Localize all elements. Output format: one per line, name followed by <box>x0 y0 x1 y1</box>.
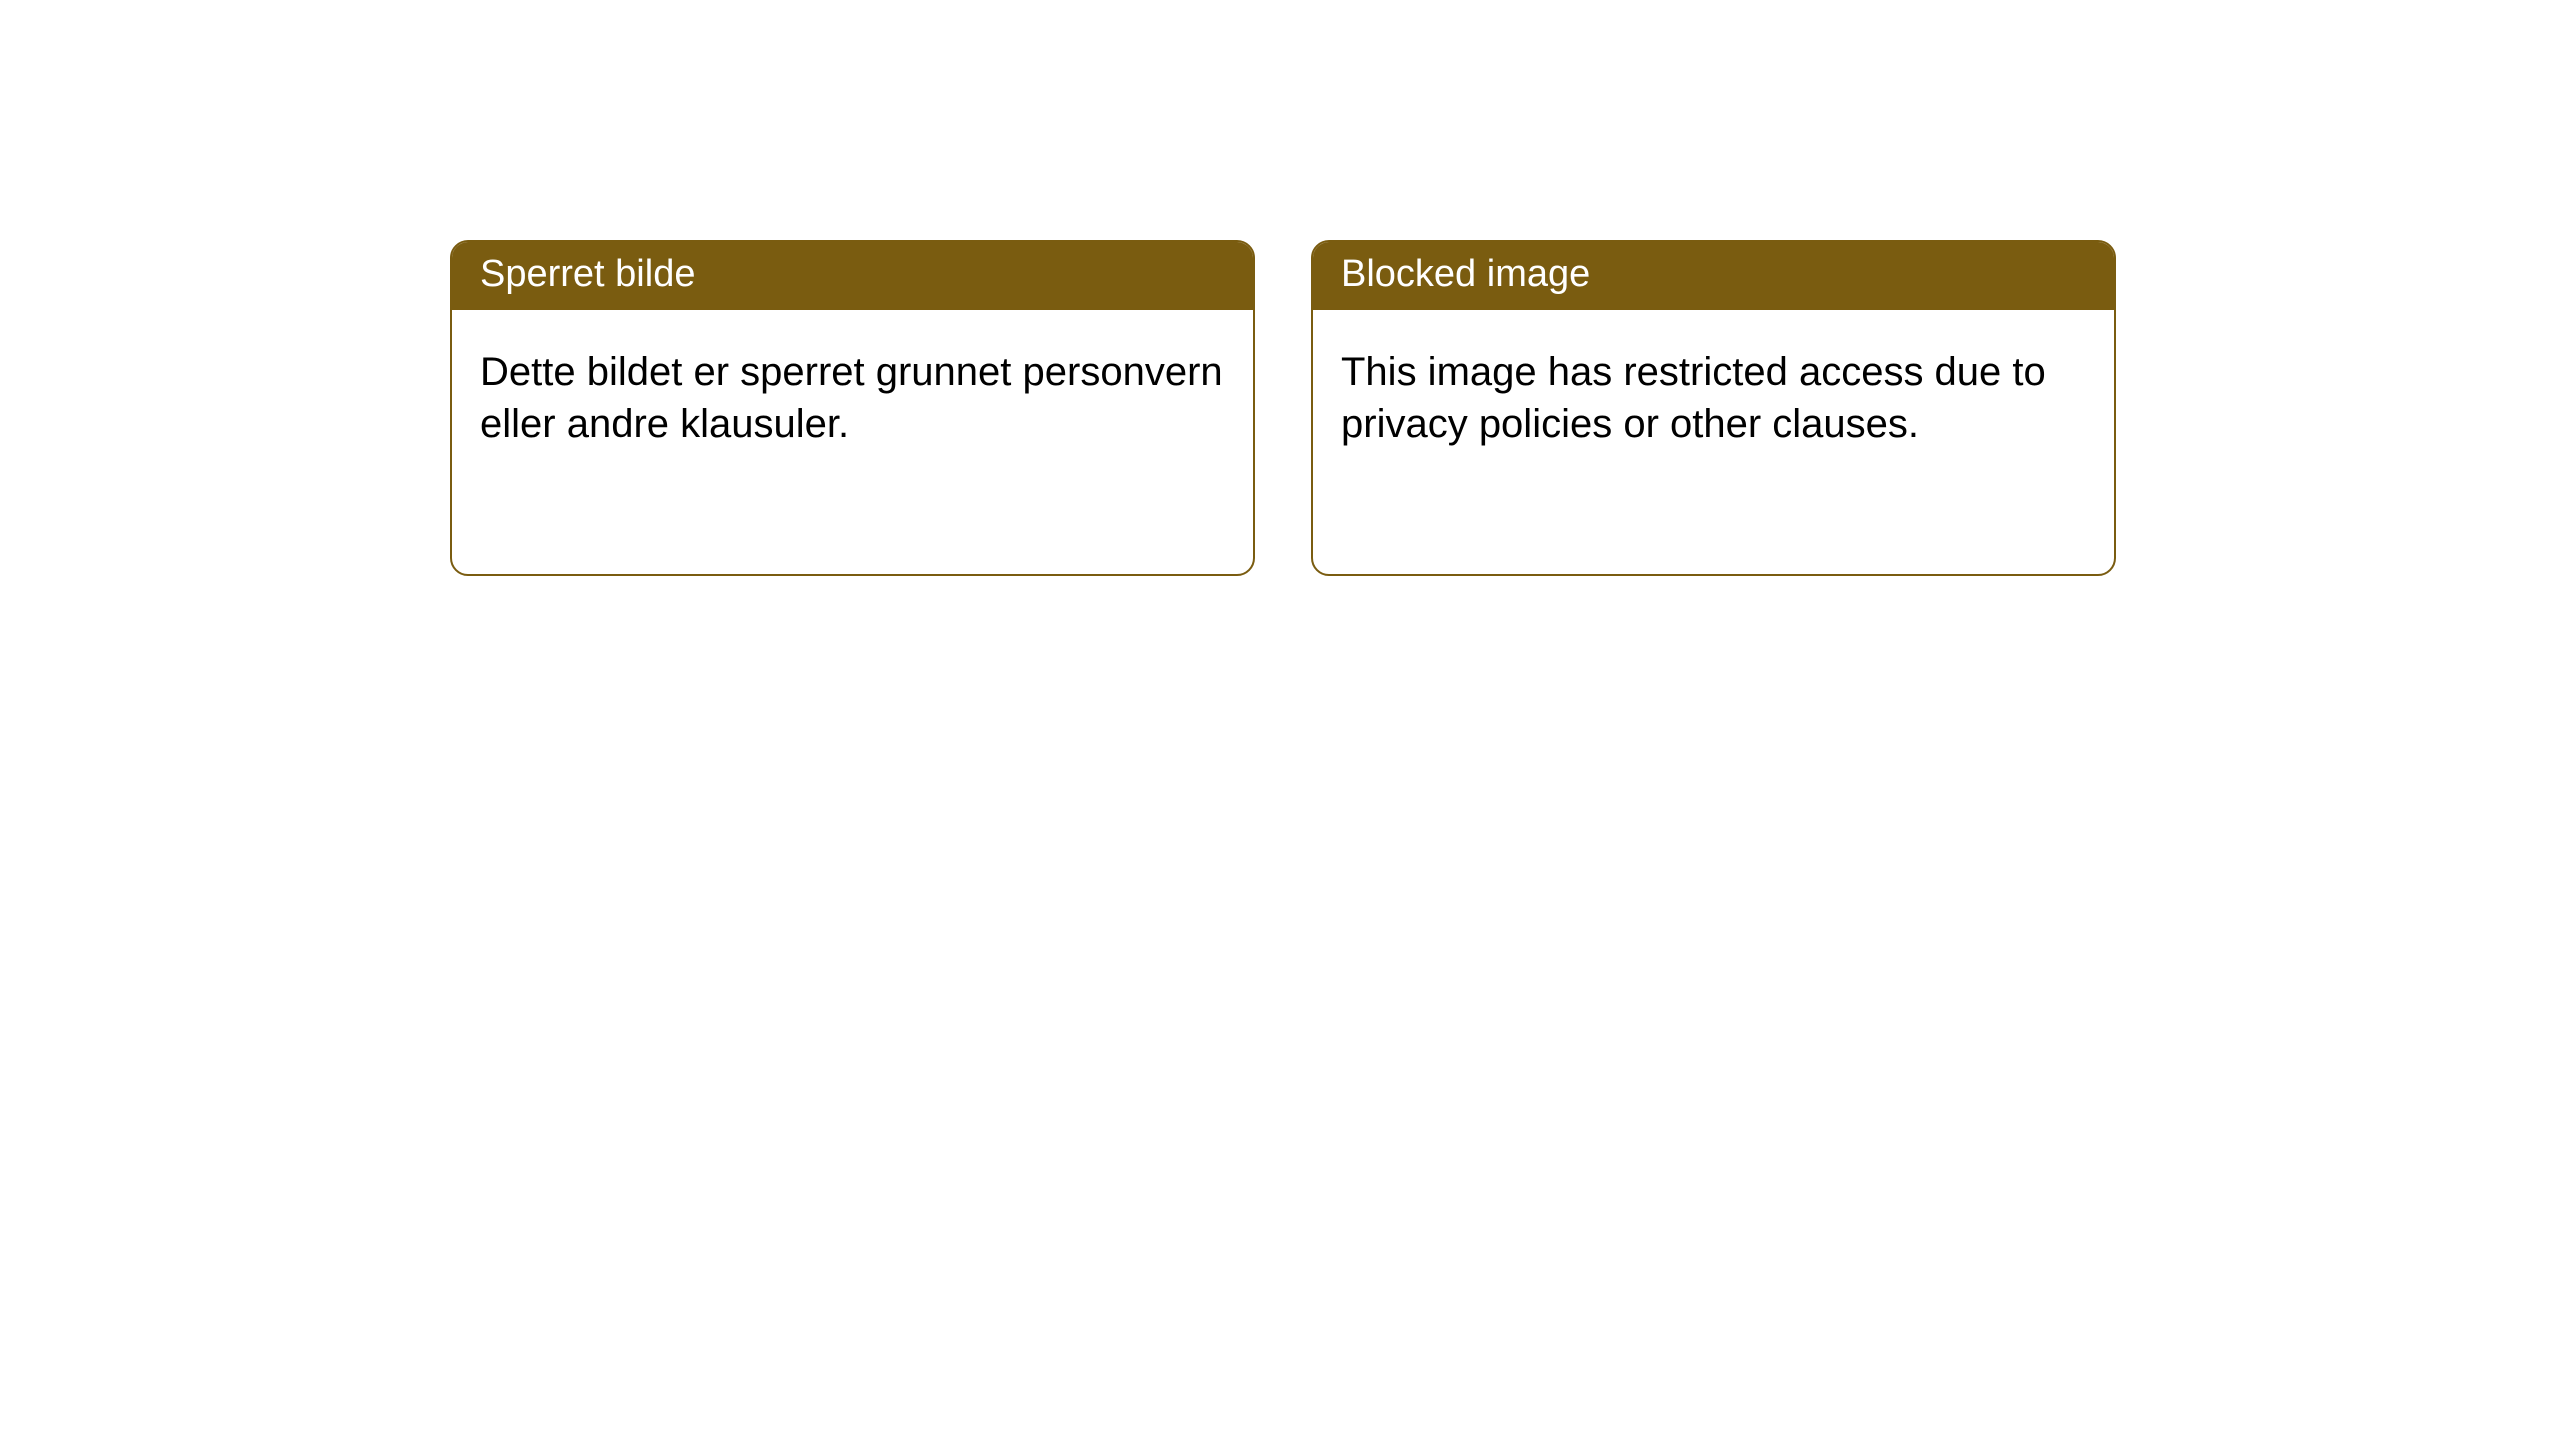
card-header-english: Blocked image <box>1313 242 2114 310</box>
cards-container: Sperret bilde Dette bildet er sperret gr… <box>0 0 2560 576</box>
card-body-english: This image has restricted access due to … <box>1313 310 2114 488</box>
card-body-norwegian: Dette bildet er sperret grunnet personve… <box>452 310 1253 488</box>
blocked-image-card-english: Blocked image This image has restricted … <box>1311 240 2116 576</box>
card-header-norwegian: Sperret bilde <box>452 242 1253 310</box>
blocked-image-card-norwegian: Sperret bilde Dette bildet er sperret gr… <box>450 240 1255 576</box>
